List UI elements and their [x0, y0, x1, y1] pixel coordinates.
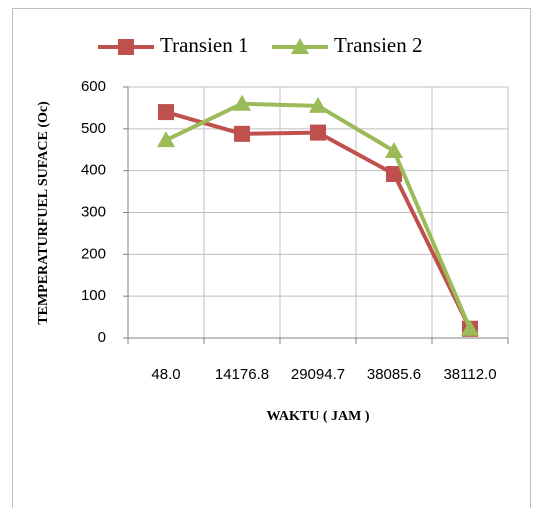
chart-frame [12, 8, 531, 508]
x-tick-label: 14176.8 [215, 366, 269, 383]
marker [158, 104, 174, 121]
marker [461, 319, 479, 336]
y-tick-label: 500 [81, 120, 106, 137]
marker [310, 124, 326, 141]
y-tick-label: 200 [81, 245, 106, 262]
y-tick-label: 100 [81, 287, 106, 304]
marker [291, 38, 309, 54]
legend-label: Transien 2 [334, 33, 422, 57]
marker [233, 94, 251, 111]
x-tick-label: 38112.0 [443, 366, 496, 383]
marker [118, 39, 134, 55]
y-tick-label: 400 [81, 162, 106, 179]
marker [234, 125, 250, 142]
y-axis-title: TEMPERATURFUEL SUFACE (Oc) [36, 101, 51, 325]
marker [385, 142, 403, 159]
marker [157, 131, 175, 148]
y-tick-label: 600 [81, 78, 106, 95]
x-axis-title: WAKTU ( JAM ) [266, 409, 369, 424]
y-tick-label: 300 [81, 203, 106, 220]
y-tick-label: 0 [98, 329, 106, 346]
legend-label: Transien 1 [160, 33, 248, 57]
x-tick-label: 48.0 [151, 366, 180, 383]
x-tick-label: 29094.7 [291, 366, 345, 383]
marker [386, 166, 402, 183]
marker [309, 96, 327, 113]
x-tick-label: 38085.6 [367, 366, 421, 383]
